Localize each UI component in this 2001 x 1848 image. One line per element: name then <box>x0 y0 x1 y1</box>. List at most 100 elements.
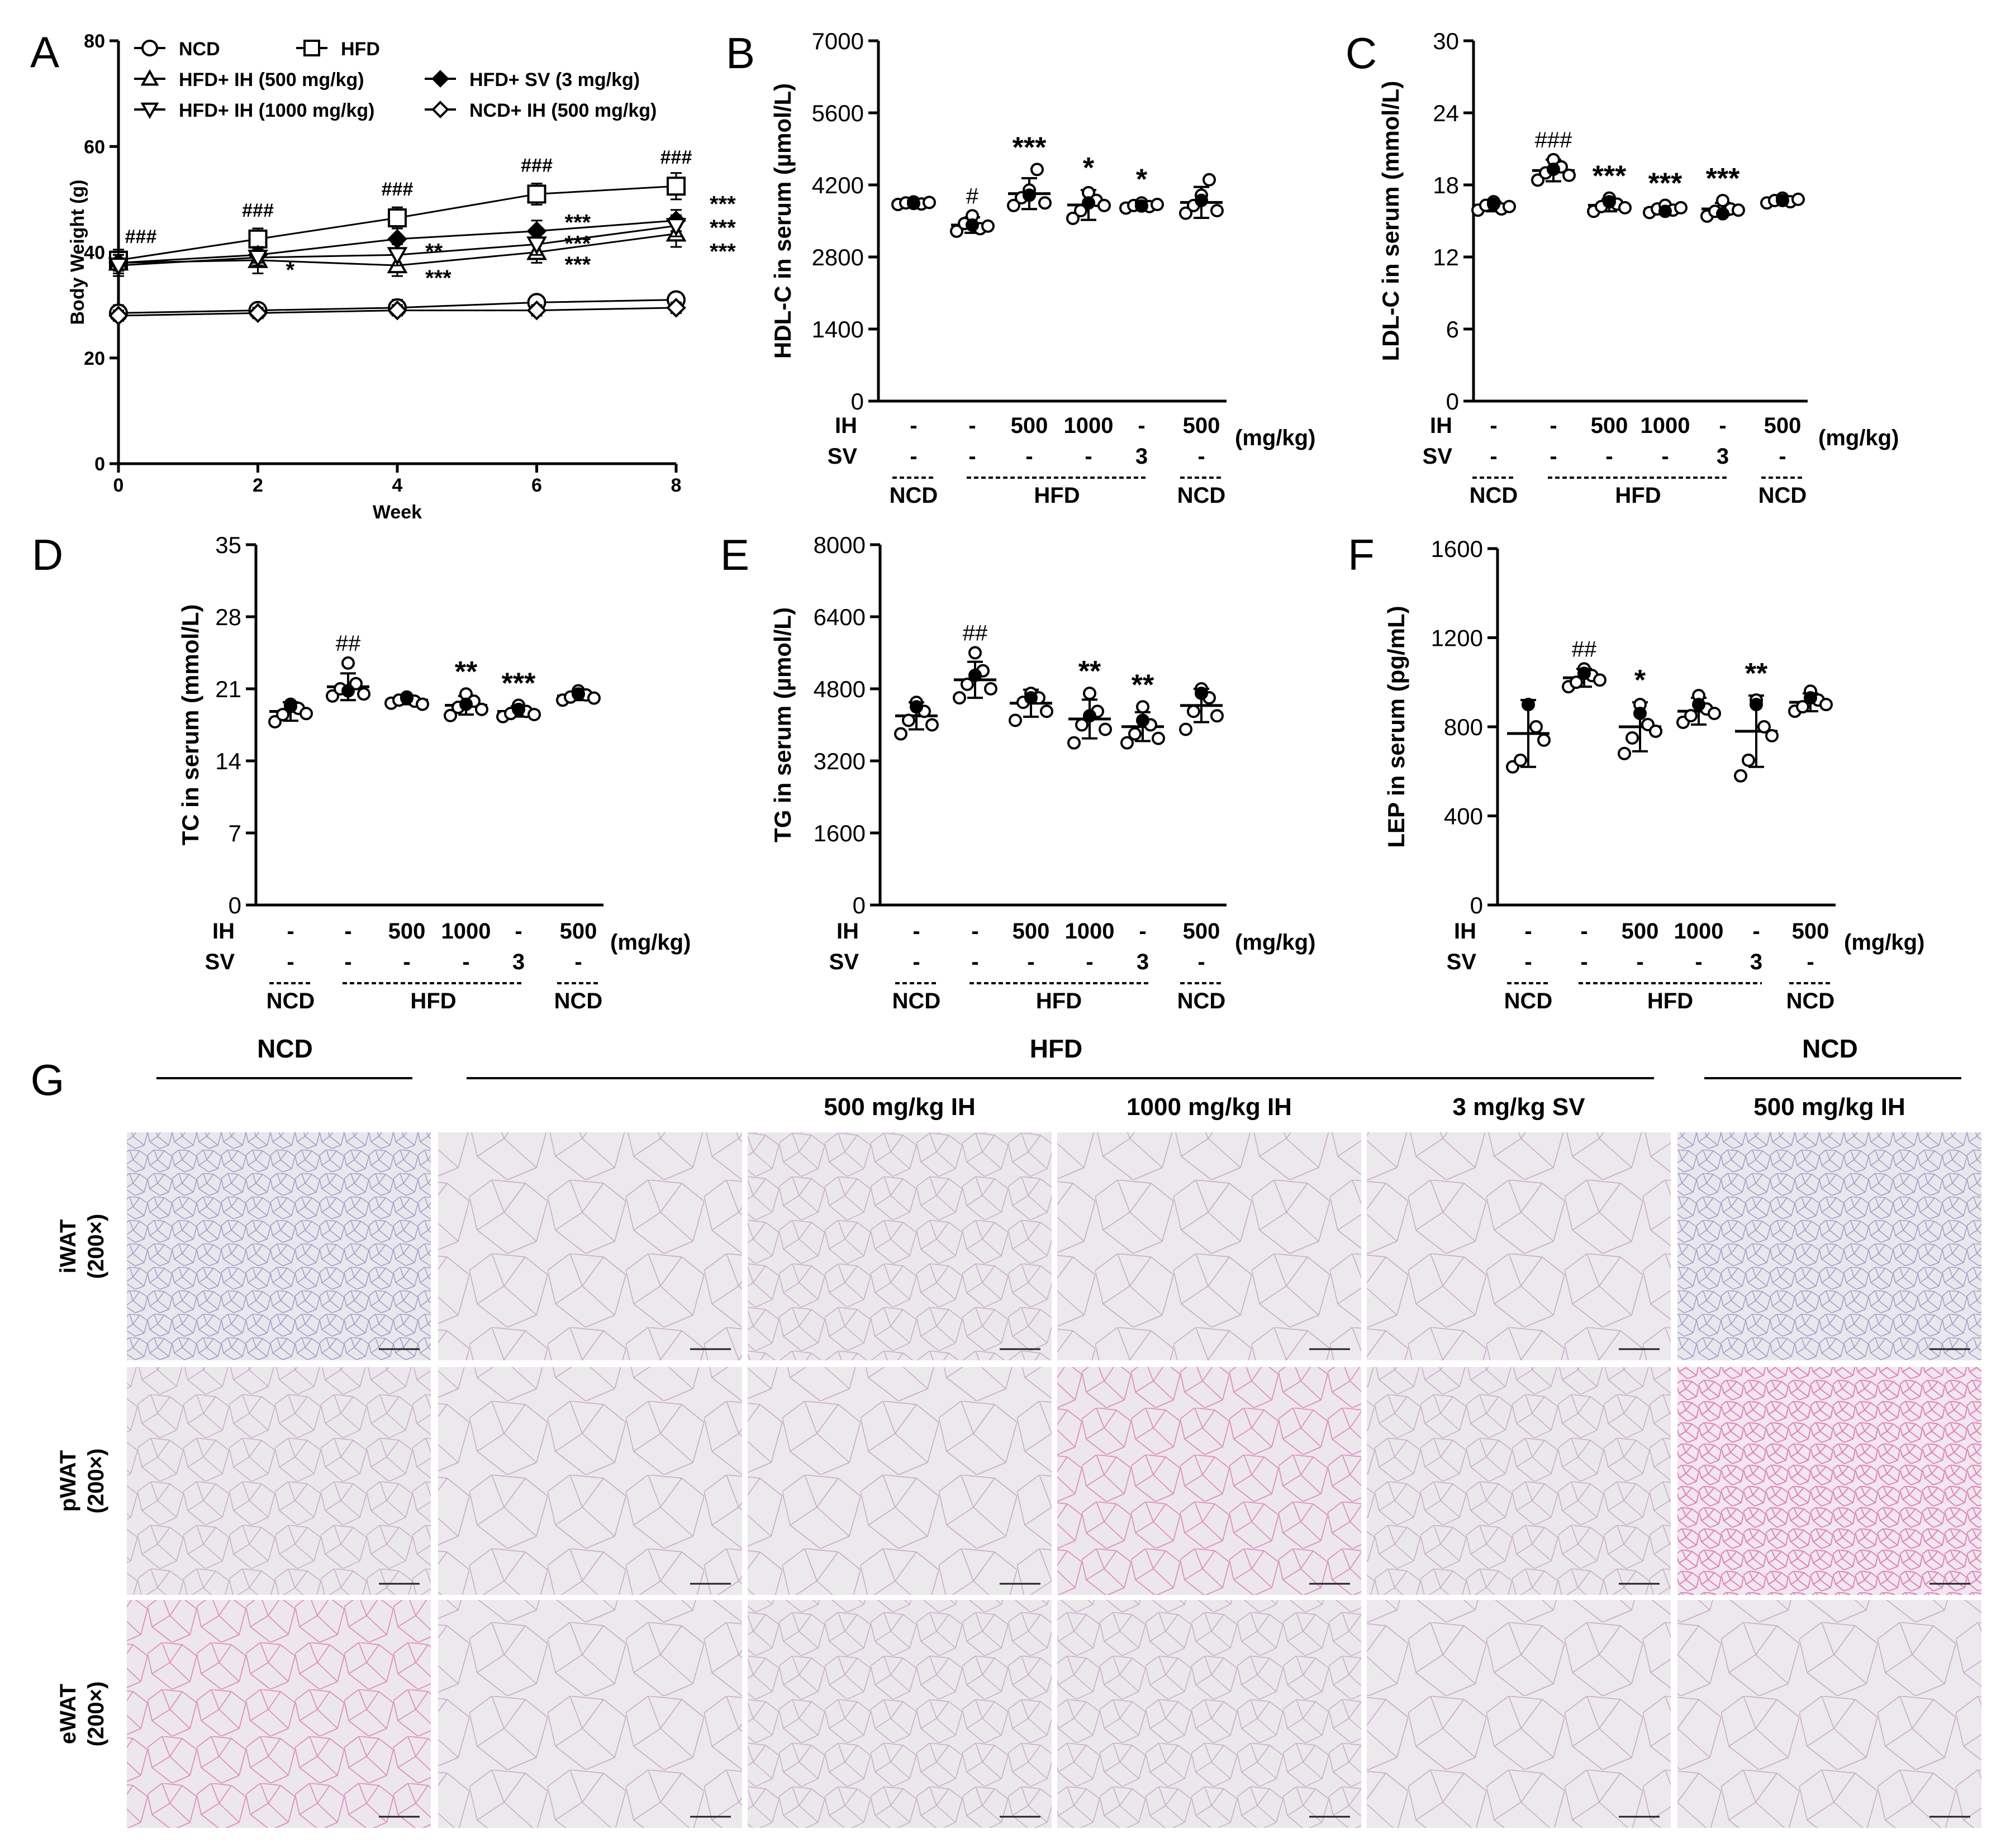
data-point <box>527 708 541 722</box>
group-label: NCD <box>554 989 603 1013</box>
group-label: NCD <box>1177 989 1226 1013</box>
significance-label: *** <box>710 192 736 216</box>
unit-label: (mg/kg) <box>1818 426 1899 450</box>
x-tick-label: 4 <box>392 475 403 496</box>
data-point <box>1804 691 1817 705</box>
row-label-ih: IH <box>835 413 857 438</box>
histology-image <box>436 1365 744 1597</box>
sv-dose: - <box>1580 950 1588 974</box>
data-point <box>400 691 413 705</box>
data-point <box>1083 687 1096 701</box>
ih-dose: 1000 <box>1065 919 1115 944</box>
group-label: HFD <box>1647 989 1693 1013</box>
data-point <box>1179 722 1192 736</box>
column-label: 3 mg/kg SV <box>1452 1093 1585 1121</box>
data-point <box>1776 193 1789 207</box>
sv-dose: - <box>1086 950 1093 974</box>
y-axis-label: HDL-C in serum (µmol/L) <box>769 83 796 359</box>
data-point <box>1066 211 1080 225</box>
data-point <box>1529 720 1543 734</box>
data-point <box>1732 203 1745 217</box>
sv-dose: - <box>403 950 410 974</box>
group-label: NCD <box>892 989 941 1013</box>
data-point <box>1136 700 1149 714</box>
data-point <box>1503 199 1516 213</box>
sv-dose: - <box>1524 950 1532 974</box>
sv-dose: - <box>462 950 469 974</box>
row-label: eWAT <box>56 1684 80 1744</box>
significance-label: * <box>286 258 295 283</box>
y-tick-label: 40 <box>84 242 105 264</box>
ih-dose: - <box>971 919 978 944</box>
sv-dose: - <box>1779 444 1786 469</box>
x-tick-label: 6 <box>531 475 542 496</box>
chart-panel-b: B 0 1400 2800 4200 5600 7000 HDL-C in serum (µm… <box>726 28 1315 508</box>
row-label: iWAT <box>56 1219 80 1273</box>
data-point <box>907 197 920 211</box>
data-point <box>1593 673 1606 687</box>
ih-dose: 1000 <box>441 919 491 944</box>
data-point <box>300 707 313 721</box>
data-point <box>512 702 525 716</box>
data-point <box>1195 193 1208 207</box>
y-axis-label: LEP in serum (pg/mL) <box>1383 606 1409 847</box>
data-point <box>968 646 982 660</box>
sv-dose: - <box>1490 444 1497 469</box>
sv-dose: - <box>971 950 978 974</box>
data-point <box>1202 173 1216 187</box>
panel-letter: B <box>726 28 755 78</box>
histology-image <box>1365 1598 1673 1830</box>
data-point <box>341 656 355 670</box>
data-point <box>1633 707 1647 721</box>
data-point <box>1210 709 1224 723</box>
significance-label: ## <box>1572 637 1597 661</box>
group-label: NCD <box>1177 483 1226 508</box>
sv-dose: - <box>910 444 917 469</box>
sv-dose: - <box>1085 444 1092 469</box>
data-point <box>1537 733 1551 747</box>
sv-dose: - <box>1807 950 1814 974</box>
x-tick-label: 0 <box>113 475 124 496</box>
data-point <box>1009 713 1022 727</box>
data-point <box>108 258 129 277</box>
sv-dose: - <box>1550 444 1557 469</box>
legend-label: NCD <box>179 39 220 60</box>
significance-label: *** <box>502 667 536 699</box>
data-point <box>526 300 547 321</box>
row-magnification: (200×) <box>84 1214 108 1279</box>
significance-label: *** <box>710 216 736 240</box>
row-magnification: (200×) <box>84 1449 108 1514</box>
row-label-sv: SV <box>829 950 859 974</box>
significance-label: ** <box>1078 655 1101 688</box>
data-point <box>1187 704 1200 718</box>
data-point <box>1040 704 1053 718</box>
unit-label: (mg/kg) <box>610 930 691 955</box>
histology-image <box>125 1130 433 1363</box>
data-point <box>459 697 473 711</box>
sv-dose: - <box>1695 950 1702 974</box>
data-point <box>526 236 547 255</box>
ih-dose: - <box>1752 919 1760 944</box>
data-point <box>968 668 982 682</box>
unit-label: (mg/kg) <box>1844 930 1924 955</box>
ih-dose: - <box>1524 919 1532 944</box>
panel-letter: C <box>1346 28 1377 78</box>
x-tick-label: 2 <box>253 475 263 496</box>
data-point <box>388 208 407 227</box>
ih-dose: 500 <box>560 919 597 944</box>
data-point <box>276 708 289 722</box>
x-tick-label: 8 <box>671 475 682 496</box>
data-point <box>1618 201 1632 215</box>
y-tick-label: 1600 <box>814 820 866 846</box>
significance-label: ** <box>1132 669 1154 701</box>
ih-dose: 500 <box>1013 919 1050 944</box>
legend-label: HFD <box>341 39 380 60</box>
significance-label: ** <box>425 240 443 264</box>
group-label: NCD <box>1758 483 1807 508</box>
data-point <box>587 691 601 705</box>
data-point <box>666 218 687 237</box>
significance-label: ### <box>660 147 692 168</box>
ih-dose: - <box>287 919 294 944</box>
data-point <box>108 306 129 326</box>
sv-dose: 3 <box>1750 950 1762 974</box>
